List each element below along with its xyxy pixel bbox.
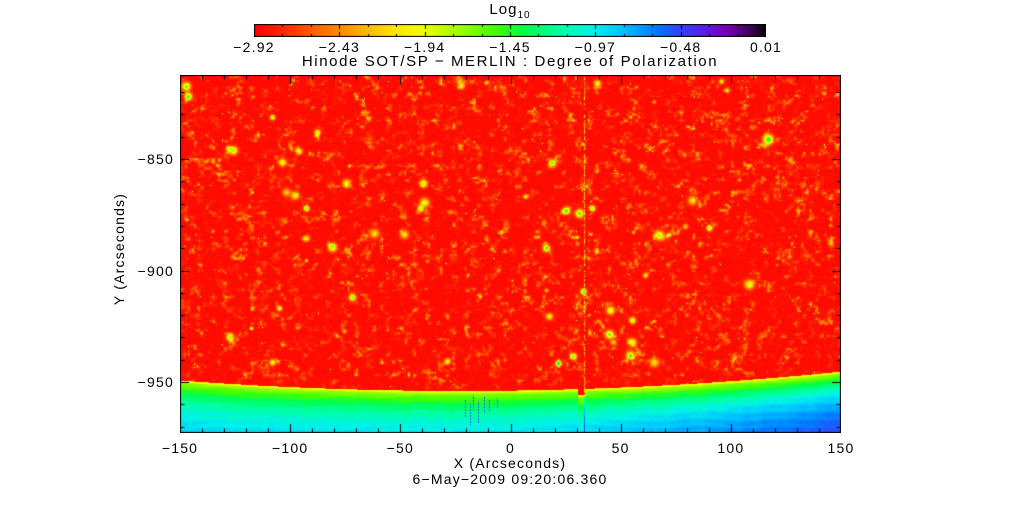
observation-timestamp: 6−May−2009 09:20:06.360: [412, 471, 608, 487]
plot-title: Hinode SOT/SP − MERLIN : Degree of Polar…: [301, 53, 719, 70]
colorbar-tick-label: −0.97: [574, 39, 617, 55]
y-axis-label: Y (Arcseconds): [111, 192, 127, 306]
x-axis-label: X (Arcseconds): [453, 455, 567, 471]
x-tick-label: 100: [717, 440, 745, 456]
x-tick-label: −100: [271, 440, 309, 456]
colorbar-tick-label: −1.94: [403, 39, 446, 55]
colorbar-tick-label: −2.43: [318, 39, 361, 55]
colorbar-tick-label: −0.48: [659, 39, 702, 55]
x-tick-label: 150: [827, 440, 855, 456]
colorbar-title: Log10: [489, 1, 530, 21]
x-tick-label: 0: [506, 440, 515, 456]
colorbar-tick-label: 0.01: [749, 39, 783, 55]
colorbar-tick-label: −1.45: [489, 39, 531, 55]
y-tick-label: −950: [137, 374, 174, 391]
colorbar-tick-label: −2.92: [233, 39, 275, 55]
x-tick-label: 50: [611, 440, 630, 456]
colorbar-title-subscript: 10: [517, 10, 531, 21]
x-tick-label: −150: [161, 440, 199, 456]
polarization-map: [180, 75, 841, 433]
colorbar-title-text: Log: [489, 1, 518, 18]
x-tick-label: −50: [386, 440, 415, 456]
colorbar: [254, 24, 766, 37]
y-tick-label: −850: [137, 151, 174, 168]
y-tick-label: −900: [137, 262, 174, 279]
